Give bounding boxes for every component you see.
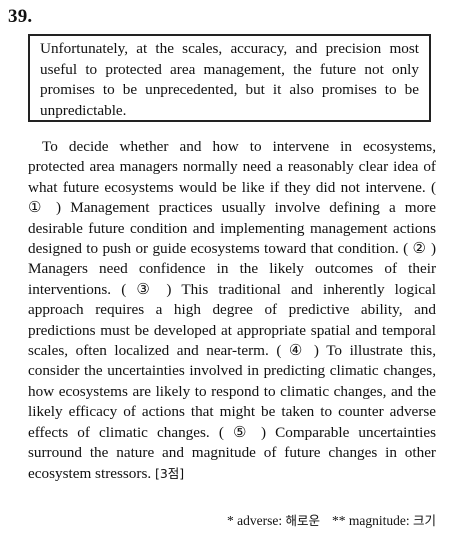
insertion-mark-1: ( ① ) xyxy=(28,178,437,217)
insertion-mark-3: ( ③ ) xyxy=(121,280,172,298)
insertion-mark-2: ( ② ) xyxy=(403,240,436,258)
footnotes: * adverse: 해로운 ** magnitude: 크기 xyxy=(227,510,436,529)
passage-segment-1: Management practices usually involve def… xyxy=(28,199,437,258)
given-sentence-box: Unfortunately, at the scales, accuracy, … xyxy=(28,34,431,122)
question-number: 39. xyxy=(8,6,33,27)
insertion-mark-4: ( ④ ) xyxy=(276,342,319,360)
passage: To decide whether and how to intervene i… xyxy=(28,137,436,484)
footnote-1-term: adverse: xyxy=(237,513,283,528)
passage-segment-5: Comparable uncertainties surround the na… xyxy=(28,423,437,482)
passage-segment-2: Managers need confidence in the likely o… xyxy=(28,260,436,298)
passage-paragraph: To decide whether and how to intervene i… xyxy=(28,137,436,484)
passage-segment-0: To decide whether and how to intervene i… xyxy=(28,138,436,196)
given-sentence: Unfortunately, at the scales, accuracy, … xyxy=(40,40,419,119)
footnote-1-gloss: 해로운 xyxy=(285,513,320,528)
footnote-2-marker: ** xyxy=(331,513,346,528)
passage-segment-3: This traditional and inherently logical … xyxy=(28,280,436,360)
footnote-1-marker: * xyxy=(226,513,234,528)
insertion-mark-5: ( ⑤ ) xyxy=(218,423,267,441)
footnote-2-gloss: 크기 xyxy=(412,513,436,528)
footnote-2-term: magnitude: xyxy=(348,513,410,528)
passage-segment-4: To illustrate this, consider the uncerta… xyxy=(28,342,437,441)
points-label: [3점] xyxy=(154,465,185,481)
